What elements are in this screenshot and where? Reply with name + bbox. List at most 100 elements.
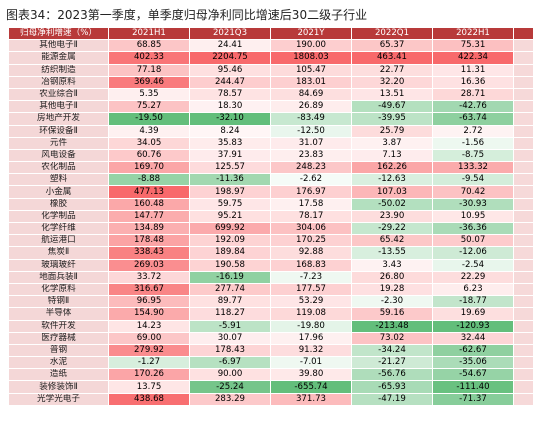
value-cell: 65.42 [351, 234, 433, 248]
row-label: 房地产开发 [8, 112, 109, 126]
value-cell: -71.37 [432, 392, 514, 406]
value-cell: 90.00 [189, 368, 271, 382]
value-cell: 23.90 [351, 209, 433, 224]
row: 能源金属 402.33 2204.75 1808.03 463.41 422.34 [8, 51, 533, 65]
value-cell: -2.30 [351, 295, 433, 309]
header-row: 归母净利增速（%） 2021H1 2021Q3 2021Y 2022Q1 2022H1 [8, 26, 533, 41]
value-cell: 2.72 [432, 124, 514, 138]
title: 图表34：2023第一季度，单季度归母净利同比增速后30二级子行业 [6, 8, 368, 22]
value-cell: 37.91 [189, 148, 271, 163]
row-label: 环保设备Ⅱ [8, 124, 109, 138]
value-cell: -42.76 [432, 100, 514, 114]
value-cell: -7.01 [270, 356, 352, 370]
value-cell: 371.73 [270, 392, 352, 406]
value-cell: 30.07 [189, 331, 271, 345]
row-label: 塑料 [8, 173, 109, 187]
cut-cell [513, 380, 533, 394]
value-cell: -11.36 [189, 173, 271, 187]
value-cell: 178.48 [108, 234, 190, 248]
row: 农业综合Ⅱ 5.35 78.57 84.69 13.51 28.71 [8, 87, 533, 102]
row-label: 水泥 [8, 356, 109, 370]
value-cell: -32.10 [189, 112, 271, 126]
value-cell: 1808.03 [270, 51, 352, 65]
value-cell: 192.09 [189, 234, 271, 248]
cut-cell [513, 124, 533, 138]
row: 化学纤维 134.89 699.92 304.06 -29.22 -36.36 [8, 221, 533, 236]
cut-cell [513, 331, 533, 345]
row: 元件 34.05 35.83 31.07 3.87 -1.56 [8, 136, 533, 150]
value-cell: 25.79 [351, 124, 433, 138]
row-label: 农化制品 [8, 161, 109, 175]
value-cell: -83.49 [270, 112, 352, 126]
cut-cell [513, 112, 533, 126]
row: 农化制品 169.70 125.57 248.23 162.26 133.32 [8, 161, 533, 175]
value-cell: 89.77 [189, 295, 271, 309]
row-label: 农业综合Ⅱ [8, 87, 109, 102]
row-label: 化学原料 [8, 282, 109, 297]
value-cell: 23.83 [270, 148, 352, 163]
value-cell: 168.83 [270, 258, 352, 272]
value-cell: 65.37 [351, 39, 433, 53]
value-cell: 32.20 [351, 75, 433, 89]
value-cell: -29.22 [351, 221, 433, 236]
value-cell: -35.06 [432, 356, 514, 370]
row-label: 其他电子Ⅱ [8, 100, 109, 114]
row-label: 地面兵装Ⅱ [8, 270, 109, 284]
value-cell: 95.21 [189, 209, 271, 224]
row-label: 元件 [8, 136, 109, 150]
cut-cell [513, 161, 533, 175]
cut-cell [513, 136, 533, 150]
value-cell: 78.57 [189, 87, 271, 102]
value-cell: -655.74 [270, 380, 352, 394]
row: 航运港口 178.48 192.09 170.25 65.42 50.07 [8, 234, 533, 248]
value-cell: 190.00 [270, 39, 352, 53]
value-cell: 77.18 [108, 63, 190, 77]
value-cell: 26.80 [351, 270, 433, 284]
value-cell: 32.44 [432, 331, 514, 345]
value-cell: -8.75 [432, 148, 514, 163]
value-cell: -8.88 [108, 173, 190, 187]
value-cell: 170.25 [270, 234, 352, 248]
value-cell: 39.80 [270, 368, 352, 382]
value-cell: -213.48 [351, 319, 433, 333]
row-label: 橡胶 [8, 197, 109, 211]
value-cell: 422.34 [432, 51, 514, 65]
value-cell: -19.50 [108, 112, 190, 126]
value-cell: -63.74 [432, 112, 514, 126]
row-label: 冶钢原料 [8, 75, 109, 89]
row: 造纸 170.26 90.00 39.80 -56.76 -54.67 [8, 368, 533, 382]
row-label: 装修装饰Ⅱ [8, 380, 109, 394]
value-cell: -54.67 [432, 368, 514, 382]
value-cell: -12.06 [432, 246, 514, 260]
value-cell: 19.28 [351, 282, 433, 297]
value-cell: 147.77 [108, 209, 190, 224]
value-cell: 119.08 [270, 307, 352, 321]
value-cell: 84.69 [270, 87, 352, 102]
row-label: 小金属 [8, 185, 109, 199]
value-cell: 6.23 [432, 282, 514, 297]
value-cell: 13.51 [351, 87, 433, 102]
value-cell: 33.72 [108, 270, 190, 284]
value-cell: -12.50 [270, 124, 352, 138]
header-cell: 2021Y [270, 26, 352, 41]
value-cell: 316.67 [108, 282, 190, 297]
row-label: 风电设备 [8, 148, 109, 163]
cut-cell [513, 39, 533, 53]
value-cell: -30.93 [432, 197, 514, 211]
value-cell: 73.02 [351, 331, 433, 345]
cut-cell [513, 319, 533, 333]
value-cell: 160.48 [108, 197, 190, 211]
row: 焦炭Ⅱ 338.43 189.84 92.88 -13.55 -12.06 [8, 246, 533, 260]
row-label: 半导体 [8, 307, 109, 321]
value-cell: 105.47 [270, 63, 352, 77]
value-cell: 269.03 [108, 258, 190, 272]
value-cell: 18.30 [189, 100, 271, 114]
value-cell: -49.67 [351, 100, 433, 114]
value-cell: -2.54 [432, 258, 514, 272]
value-cell: 10.95 [432, 209, 514, 224]
value-cell: 198.97 [189, 185, 271, 199]
value-cell: -47.19 [351, 392, 433, 406]
value-cell: 24.41 [189, 39, 271, 53]
cut-cell [513, 26, 533, 41]
